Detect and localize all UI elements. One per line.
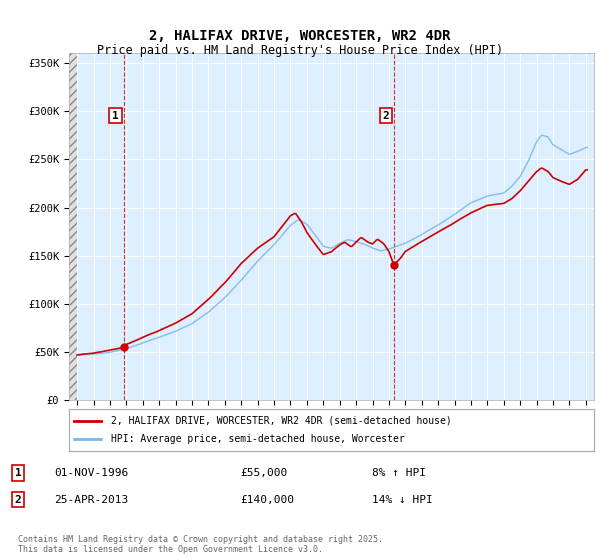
Text: 2, HALIFAX DRIVE, WORCESTER, WR2 4DR (semi-detached house): 2, HALIFAX DRIVE, WORCESTER, WR2 4DR (se…: [111, 416, 452, 426]
Text: £140,000: £140,000: [240, 494, 294, 505]
Text: 2: 2: [383, 111, 389, 121]
Text: 2, HALIFAX DRIVE, WORCESTER, WR2 4DR: 2, HALIFAX DRIVE, WORCESTER, WR2 4DR: [149, 29, 451, 44]
Text: Contains HM Land Registry data © Crown copyright and database right 2025.
This d: Contains HM Land Registry data © Crown c…: [18, 535, 383, 554]
Text: 01-NOV-1996: 01-NOV-1996: [54, 468, 128, 478]
Text: 8% ↑ HPI: 8% ↑ HPI: [372, 468, 426, 478]
FancyBboxPatch shape: [69, 53, 77, 400]
Polygon shape: [69, 53, 77, 400]
Text: HPI: Average price, semi-detached house, Worcester: HPI: Average price, semi-detached house,…: [111, 434, 405, 444]
Text: £55,000: £55,000: [240, 468, 287, 478]
Text: 14% ↓ HPI: 14% ↓ HPI: [372, 494, 433, 505]
Text: 2: 2: [14, 494, 22, 505]
Text: 25-APR-2013: 25-APR-2013: [54, 494, 128, 505]
Text: Price paid vs. HM Land Registry's House Price Index (HPI): Price paid vs. HM Land Registry's House …: [97, 44, 503, 57]
Text: 1: 1: [112, 111, 119, 121]
Text: 1: 1: [14, 468, 22, 478]
